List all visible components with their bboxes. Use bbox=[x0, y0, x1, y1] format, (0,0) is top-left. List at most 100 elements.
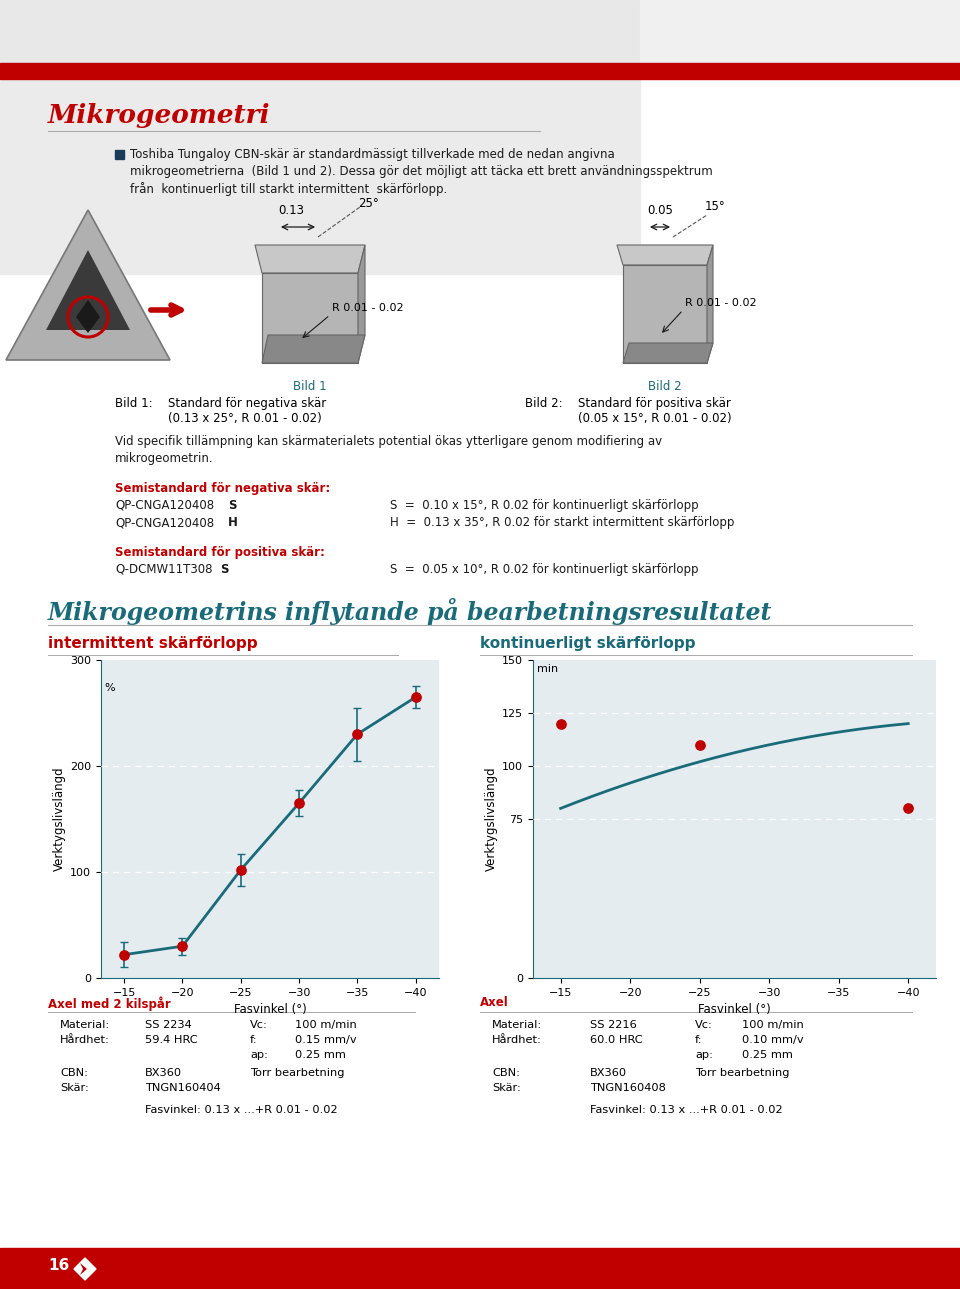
Polygon shape bbox=[74, 1258, 96, 1280]
Text: 16: 16 bbox=[48, 1258, 69, 1274]
Text: 15°: 15° bbox=[705, 200, 726, 213]
Text: ap:: ap: bbox=[695, 1051, 713, 1060]
Text: Standard för negativa skär: Standard för negativa skär bbox=[168, 397, 326, 410]
Text: Hårdhet:: Hårdhet: bbox=[60, 1035, 109, 1045]
Text: H: H bbox=[228, 516, 238, 528]
Text: BX360: BX360 bbox=[145, 1069, 182, 1078]
Text: TNGN160408: TNGN160408 bbox=[590, 1083, 666, 1093]
Text: R 0.01 - 0.02: R 0.01 - 0.02 bbox=[685, 298, 756, 308]
Bar bbox=[0, 63, 960, 79]
Polygon shape bbox=[262, 273, 358, 363]
Text: Fasvinkel: 0.13 x ...+R 0.01 - 0.02: Fasvinkel: 0.13 x ...+R 0.01 - 0.02 bbox=[590, 1105, 782, 1115]
Text: Material:: Material: bbox=[492, 1020, 542, 1030]
Bar bbox=[640, 0, 960, 63]
Text: QP-CNGA120408: QP-CNGA120408 bbox=[115, 516, 214, 528]
Text: mikrogeometrin.: mikrogeometrin. bbox=[115, 452, 214, 465]
Text: S: S bbox=[228, 499, 236, 512]
Y-axis label: Verktygslivslängd: Verktygslivslängd bbox=[485, 767, 498, 871]
Point bbox=[692, 735, 708, 755]
Text: Bild 1: Bild 1 bbox=[293, 380, 326, 393]
Polygon shape bbox=[46, 250, 130, 330]
Polygon shape bbox=[255, 245, 365, 273]
Bar bbox=[0, 79, 640, 275]
Text: 0.05: 0.05 bbox=[647, 204, 673, 217]
Text: Torr bearbetning: Torr bearbetning bbox=[695, 1069, 789, 1078]
Text: BX360: BX360 bbox=[590, 1069, 627, 1078]
Text: Vc:: Vc: bbox=[695, 1020, 713, 1030]
Y-axis label: Verktygslivslängd: Verktygslivslängd bbox=[53, 767, 66, 871]
Text: Hårdhet:: Hårdhet: bbox=[492, 1035, 541, 1045]
Text: ap:: ap: bbox=[250, 1051, 268, 1060]
Point bbox=[116, 945, 132, 965]
Text: 0.15 mm/v: 0.15 mm/v bbox=[295, 1035, 356, 1045]
Point bbox=[233, 860, 249, 880]
Text: 0.25 mm: 0.25 mm bbox=[742, 1051, 793, 1060]
Text: SS 2234: SS 2234 bbox=[145, 1020, 192, 1030]
Text: mikrogeometrierna  (Bild 1 und 2). Dessa gör det möjligt att täcka ett brett anv: mikrogeometrierna (Bild 1 und 2). Dessa … bbox=[130, 165, 712, 178]
Point bbox=[175, 936, 190, 956]
Polygon shape bbox=[623, 266, 707, 363]
Point bbox=[349, 724, 365, 745]
Text: Semistandard för positiva skär:: Semistandard för positiva skär: bbox=[115, 547, 324, 559]
Text: Fasvinkel: 0.13 x ...+R 0.01 - 0.02: Fasvinkel: 0.13 x ...+R 0.01 - 0.02 bbox=[145, 1105, 338, 1115]
Text: f:: f: bbox=[250, 1035, 257, 1045]
Text: S  =  0.10 x 15°, R 0.02 för kontinuerligt skärförlopp: S = 0.10 x 15°, R 0.02 för kontinuerligt… bbox=[390, 499, 699, 512]
Text: Axel: Axel bbox=[480, 996, 509, 1009]
Text: TNGN160404: TNGN160404 bbox=[145, 1083, 221, 1093]
Text: 100 m/min: 100 m/min bbox=[742, 1020, 804, 1030]
Polygon shape bbox=[707, 245, 713, 363]
Text: Bild 2:: Bild 2: bbox=[525, 397, 563, 410]
Text: Mikrogeometri: Mikrogeometri bbox=[48, 103, 271, 128]
Text: H  =  0.13 x 35°, R 0.02 för starkt intermittent skärförlopp: H = 0.13 x 35°, R 0.02 för starkt interm… bbox=[390, 516, 734, 528]
Text: 60.0 HRC: 60.0 HRC bbox=[590, 1035, 642, 1045]
Text: Skär:: Skär: bbox=[60, 1083, 89, 1093]
Text: 59.4 HRC: 59.4 HRC bbox=[145, 1035, 198, 1045]
X-axis label: Fasvinkel (°): Fasvinkel (°) bbox=[698, 1003, 771, 1016]
Text: S  =  0.05 x 10°, R 0.02 för kontinuerligt skärförlopp: S = 0.05 x 10°, R 0.02 för kontinuerligt… bbox=[390, 563, 699, 576]
Text: Standard för positiva skär: Standard för positiva skär bbox=[578, 397, 731, 410]
Text: 0.25 mm: 0.25 mm bbox=[295, 1051, 346, 1060]
Text: SS 2216: SS 2216 bbox=[590, 1020, 636, 1030]
Text: 25°: 25° bbox=[358, 197, 379, 210]
Text: Semistandard för negativa skär:: Semistandard för negativa skär: bbox=[115, 482, 330, 495]
Text: QP-CNGA120408: QP-CNGA120408 bbox=[115, 499, 214, 512]
Polygon shape bbox=[80, 1263, 87, 1275]
Text: %: % bbox=[105, 683, 115, 693]
Text: 0.13: 0.13 bbox=[278, 204, 304, 217]
Text: Torr bearbetning: Torr bearbetning bbox=[250, 1069, 345, 1078]
Text: (0.05 x 15°, R 0.01 - 0.02): (0.05 x 15°, R 0.01 - 0.02) bbox=[578, 412, 732, 425]
Text: f:: f: bbox=[695, 1035, 703, 1045]
Point bbox=[292, 793, 307, 813]
Text: Material:: Material: bbox=[60, 1020, 110, 1030]
Text: Vc:: Vc: bbox=[250, 1020, 268, 1030]
Polygon shape bbox=[262, 335, 365, 363]
Text: CBN:: CBN: bbox=[492, 1069, 520, 1078]
Text: Skär:: Skär: bbox=[492, 1083, 521, 1093]
X-axis label: Fasvinkel (°): Fasvinkel (°) bbox=[233, 1003, 306, 1016]
Bar bbox=[115, 150, 124, 159]
Text: Q-DCMW11T308: Q-DCMW11T308 bbox=[115, 563, 212, 576]
Polygon shape bbox=[623, 343, 713, 363]
Polygon shape bbox=[617, 245, 713, 266]
Point bbox=[408, 687, 423, 708]
Text: Toshiba Tungaloy CBN-skär är standardmässigt tillverkade med de nedan angivna: Toshiba Tungaloy CBN-skär är standardmäs… bbox=[130, 148, 614, 161]
Polygon shape bbox=[358, 245, 365, 363]
Text: R 0.01 - 0.02: R 0.01 - 0.02 bbox=[332, 303, 403, 313]
Text: 100 m/min: 100 m/min bbox=[295, 1020, 357, 1030]
Bar bbox=[0, 1248, 960, 1289]
Polygon shape bbox=[76, 300, 100, 333]
Text: intermittent skärförlopp: intermittent skärförlopp bbox=[48, 635, 257, 651]
Text: kontinuerligt skärförlopp: kontinuerligt skärförlopp bbox=[480, 635, 695, 651]
Text: Vid specifik tillämpning kan skärmaterialets potential ökas ytterligare genom mo: Vid specifik tillämpning kan skärmateria… bbox=[115, 434, 662, 449]
Text: från  kontinuerligt till starkt intermittent  skärförlopp.: från kontinuerligt till starkt intermitt… bbox=[130, 182, 447, 196]
Text: Axel med 2 kilspår: Axel med 2 kilspår bbox=[48, 996, 171, 1011]
Text: min: min bbox=[537, 664, 558, 674]
Text: Bild 1:: Bild 1: bbox=[115, 397, 153, 410]
Text: Mikrogeometrins inflytande på bearbetningsresultatet: Mikrogeometrins inflytande på bearbetnin… bbox=[48, 598, 773, 625]
Point bbox=[900, 798, 916, 819]
Text: 0.10 mm/v: 0.10 mm/v bbox=[742, 1035, 804, 1045]
Text: Bild 2: Bild 2 bbox=[648, 380, 682, 393]
Bar bbox=[0, 0, 960, 63]
Text: S: S bbox=[220, 563, 228, 576]
Text: (0.13 x 25°, R 0.01 - 0.02): (0.13 x 25°, R 0.01 - 0.02) bbox=[168, 412, 322, 425]
